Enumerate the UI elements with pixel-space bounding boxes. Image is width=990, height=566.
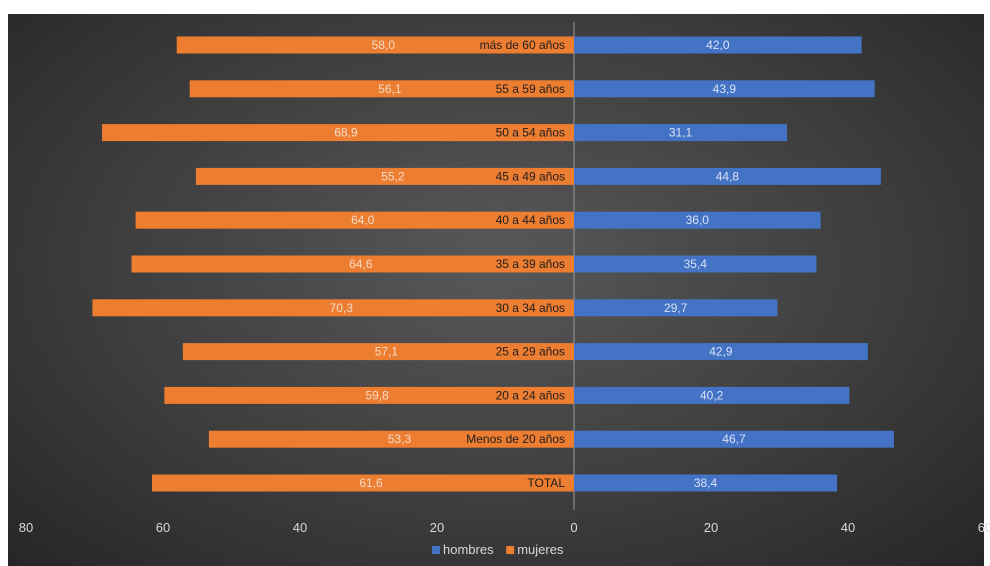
data-label-mujeres: 59,8: [366, 388, 390, 402]
x-tick-label: 40: [293, 520, 307, 535]
bar-hombres: [574, 474, 838, 492]
data-label-mujeres: 53,3: [388, 432, 412, 446]
x-tick-label: 40: [841, 520, 855, 535]
category-label: 35 a 39 años: [496, 257, 565, 271]
data-label-hombres: 42,9: [709, 345, 733, 359]
category-label: 30 a 34 años: [496, 301, 565, 315]
legend-swatch-hombres: [432, 546, 440, 554]
data-label-hombres: 35,4: [684, 257, 708, 271]
bar-hombres: [574, 299, 778, 317]
data-label-mujeres: 61,6: [359, 476, 383, 490]
bar-mujeres: [195, 167, 574, 185]
bar-hombres: [574, 343, 868, 361]
bar-mujeres: [182, 343, 575, 361]
bar-mujeres: [102, 124, 574, 142]
data-label-hombres: 46,7: [722, 432, 746, 446]
bar-hombres: [574, 167, 881, 185]
data-label-hombres: 38,4: [694, 476, 718, 490]
chart-area: [8, 14, 984, 566]
category-label: Menos de 20 años: [466, 432, 565, 446]
x-tick-label: 20: [430, 520, 444, 535]
legend-swatch-mujeres: [506, 546, 515, 554]
bar-hombres: [574, 386, 850, 404]
x-tick-label: 80: [19, 520, 33, 535]
data-label-hombres: 36,0: [686, 213, 710, 227]
data-label-mujeres: 58,0: [372, 38, 396, 52]
data-label-hombres: 29,7: [664, 301, 688, 315]
data-label-hombres: 42,0: [706, 38, 730, 52]
bar-hombres: [574, 430, 894, 448]
category-label: 25 a 29 años: [496, 345, 565, 359]
legend-label-mujeres: mujeres: [517, 542, 564, 557]
x-tick-label: 60: [156, 520, 170, 535]
bar-mujeres: [135, 211, 574, 229]
data-label-hombres: 31,1: [669, 126, 693, 140]
data-label-mujeres: 57,1: [375, 345, 399, 359]
x-tick-label: 20: [704, 520, 718, 535]
data-label-mujeres: 70,3: [330, 301, 354, 315]
data-label-hombres: 40,2: [700, 388, 724, 402]
x-tick-label: 60: [978, 520, 990, 535]
x-tick-label: 0: [570, 520, 577, 535]
data-label-hombres: 43,9: [713, 82, 737, 96]
bar-mujeres: [176, 36, 574, 54]
bar-mujeres: [131, 255, 575, 273]
bar-hombres: [574, 80, 875, 98]
data-label-mujeres: 68,9: [334, 126, 358, 140]
bar-mujeres: [92, 299, 574, 317]
bar-hombres: [574, 36, 862, 54]
data-label-mujeres: 64,0: [351, 213, 375, 227]
category-label: TOTAL: [527, 476, 565, 490]
category-label: 55 a 59 años: [496, 82, 565, 96]
data-label-mujeres: 55,2: [381, 169, 405, 183]
bar-mujeres: [208, 430, 574, 448]
bar-hombres: [574, 124, 788, 142]
bar-mujeres: [189, 80, 574, 98]
category-label: 45 a 49 años: [496, 169, 565, 183]
legend-label-hombres: hombres: [443, 542, 494, 557]
data-label-hombres: 44,8: [716, 169, 740, 183]
data-label-mujeres: 64,6: [349, 257, 373, 271]
category-label: 20 a 24 años: [496, 388, 565, 402]
category-label: 50 a 54 años: [496, 126, 565, 140]
category-label: más de 60 años: [480, 38, 565, 52]
bar-mujeres: [152, 474, 575, 492]
data-label-mujeres: 56,1: [378, 82, 402, 96]
bar-hombres: [574, 211, 821, 229]
category-label: 40 a 44 años: [496, 213, 565, 227]
bar-hombres: [574, 255, 817, 273]
bar-mujeres: [164, 386, 574, 404]
